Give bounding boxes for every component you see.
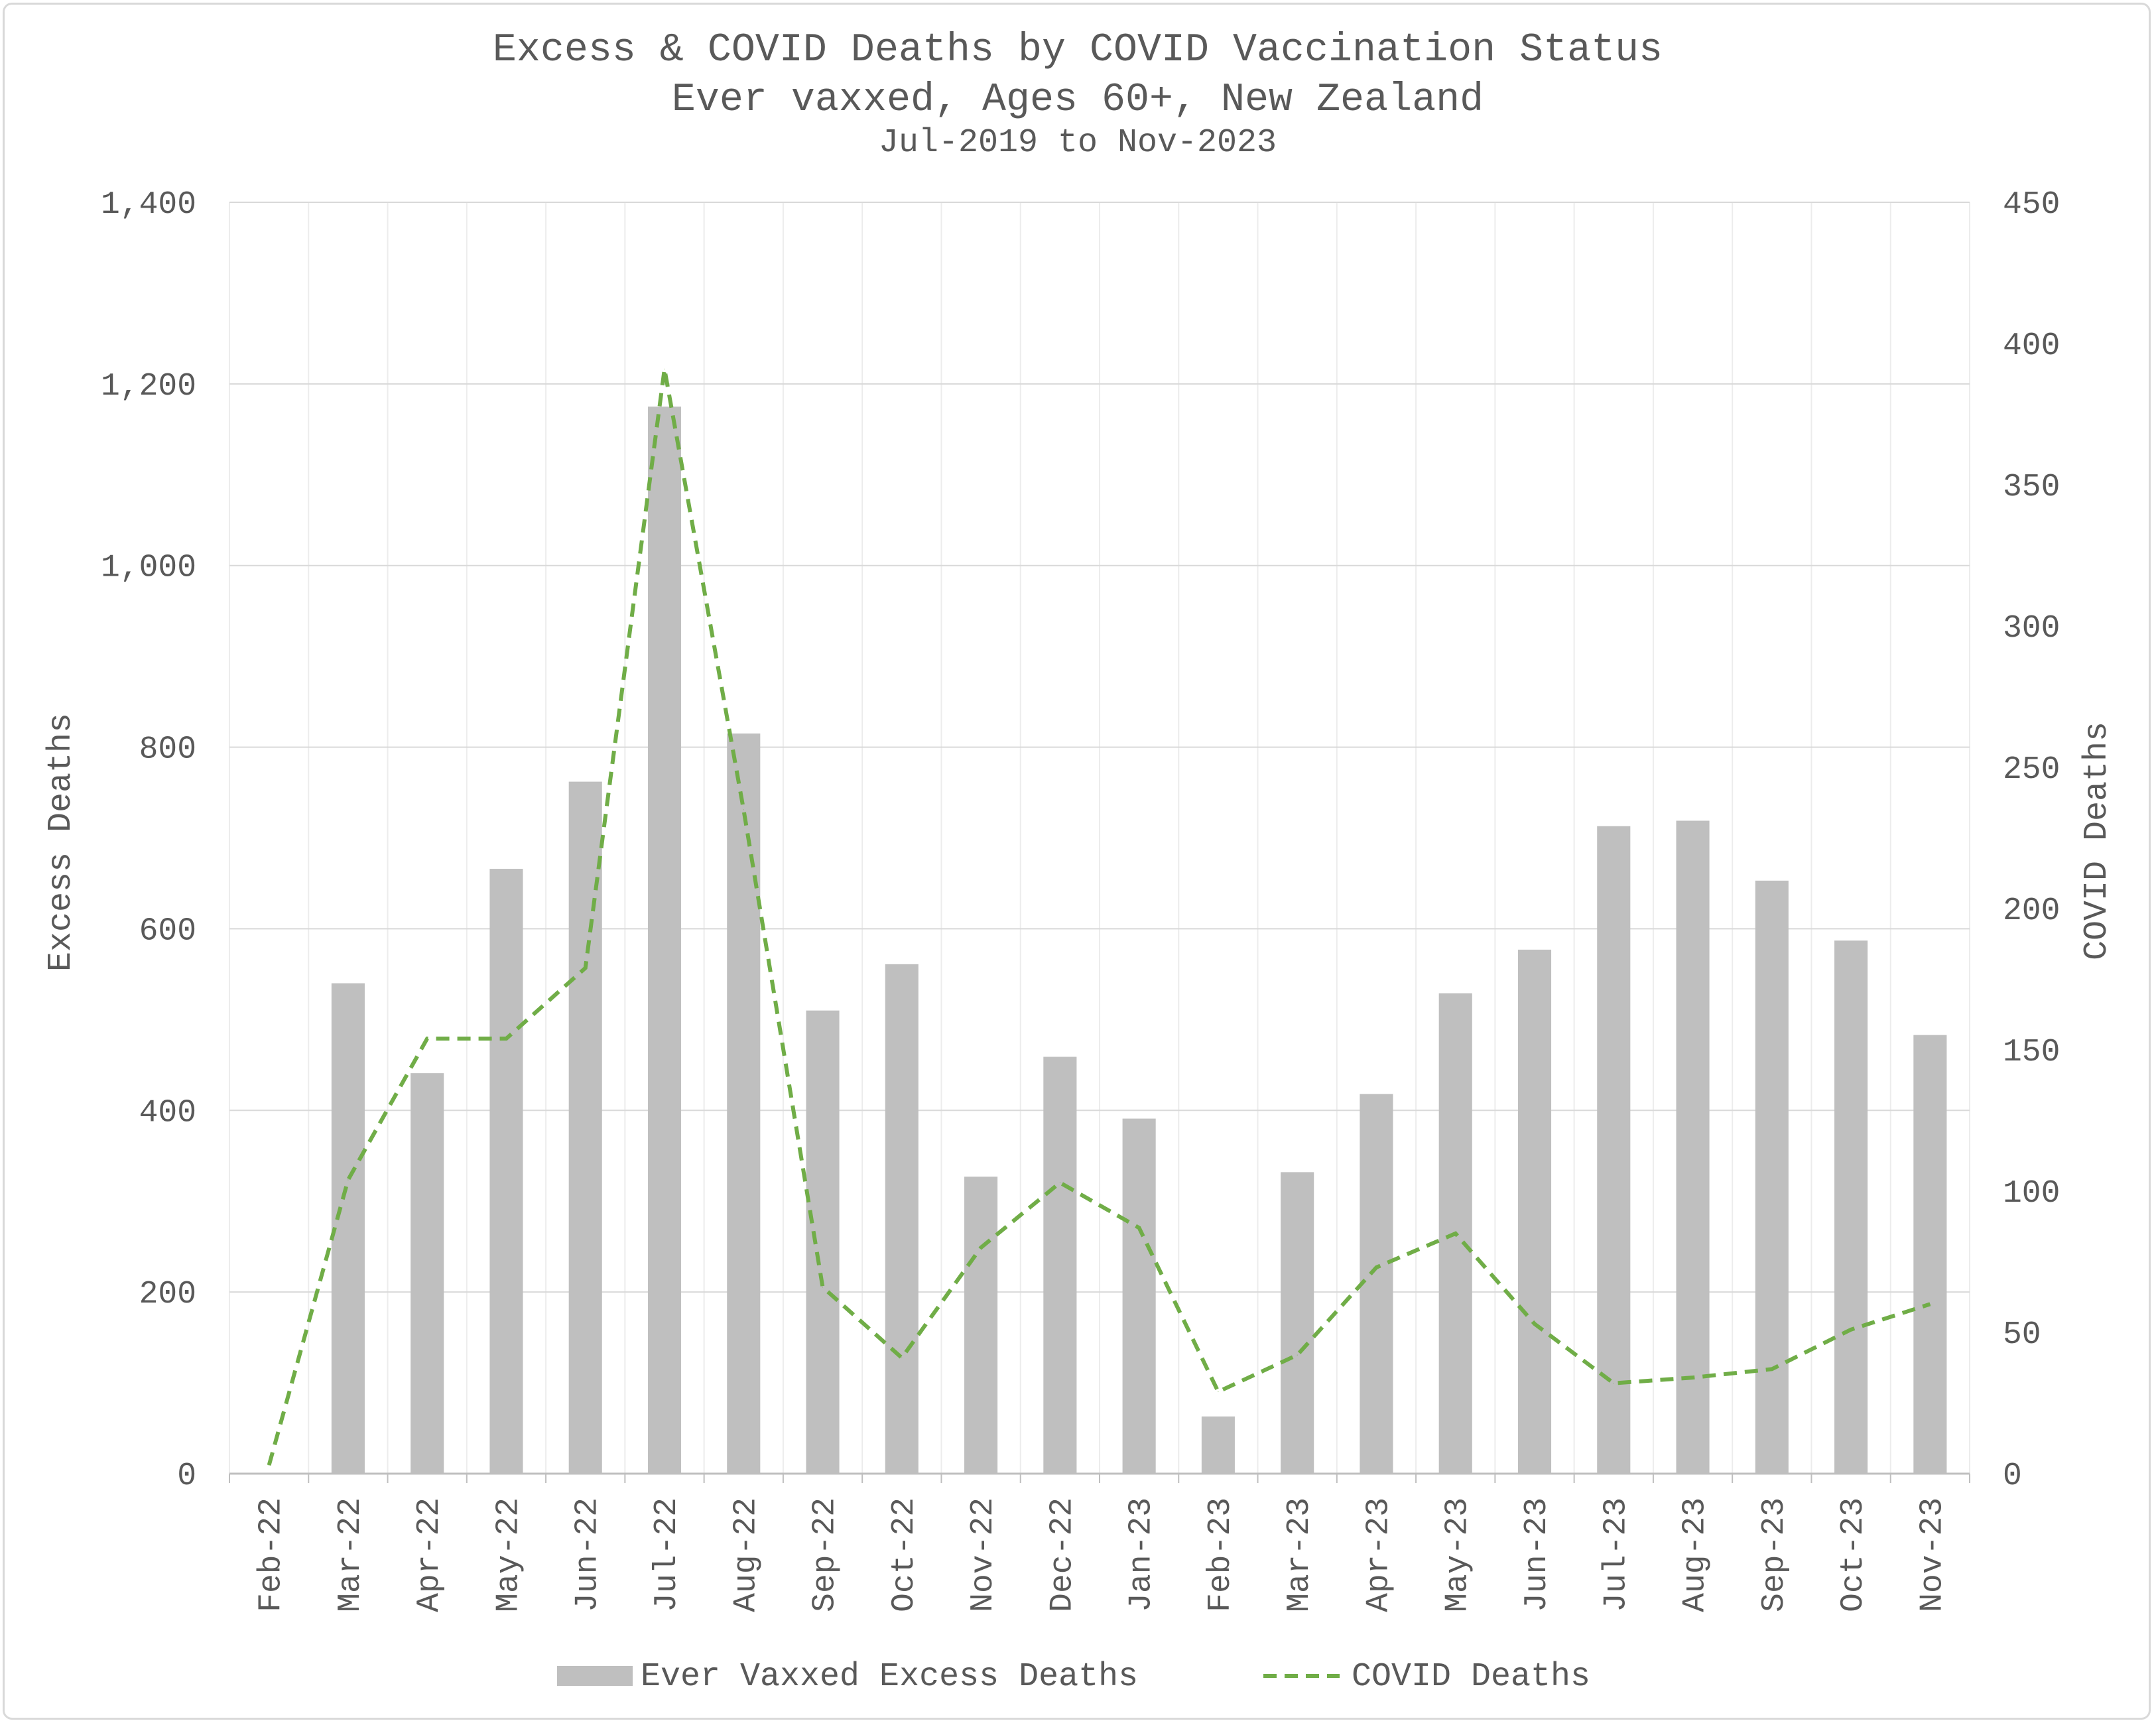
line-point-Aug-22 (743, 809, 744, 810)
y2-tick-label: 350 (2003, 470, 2060, 505)
line-point-May-22 (505, 1038, 507, 1039)
line-point-Nov-23 (1929, 1303, 1931, 1305)
bar-Feb-23 (1201, 1416, 1235, 1474)
line-point-Aug-23 (1692, 1377, 1694, 1378)
y-tick-label: 1,000 (101, 550, 196, 586)
x-tick-label: Jul-23 (1598, 1498, 1634, 1612)
line-point-Mar-23 (1297, 1354, 1298, 1356)
x-tick-label: Jun-22 (570, 1498, 606, 1612)
x-tick-label: Apr-22 (412, 1498, 448, 1612)
x-tick-label: Aug-22 (728, 1498, 764, 1612)
bar-Dec-22 (1043, 1056, 1077, 1474)
x-tick-label: Feb-23 (1203, 1498, 1239, 1612)
x-tick-label: Jun-23 (1519, 1498, 1555, 1612)
y2-axis-title: COVID Deaths (2078, 722, 2116, 960)
bar-Jan-23 (1122, 1118, 1156, 1474)
bar-Aug-22 (727, 734, 761, 1474)
bar-May-22 (489, 869, 523, 1474)
x-tick-label: Jan-23 (1124, 1498, 1160, 1612)
x-tick-label: Nov-23 (1915, 1498, 1950, 1612)
y2-tick-label: 100 (2003, 1176, 2060, 1212)
legend-line-label: COVID Deaths (1352, 1658, 1590, 1696)
bar-Oct-22 (885, 964, 919, 1474)
line-point-Apr-22 (426, 1038, 428, 1039)
bar-Jun-22 (568, 781, 602, 1474)
line-series (267, 368, 1931, 1466)
y2-tick-label: 400 (2003, 328, 2060, 364)
x-tick-label: Mar-22 (333, 1498, 369, 1612)
chart-subtitle: Ever vaxxed, Ages 60+, New Zealand (672, 78, 1484, 123)
x-tick-label: Sep-23 (1757, 1498, 1793, 1612)
line-point-May-23 (1455, 1233, 1456, 1234)
bar-Oct-23 (1834, 940, 1868, 1474)
legend-bar-label: Ever Vaxxed Excess Deaths (641, 1658, 1138, 1696)
x-tick-label: May-23 (1440, 1498, 1476, 1612)
bar-Nov-23 (1913, 1035, 1947, 1474)
bar-series (331, 407, 1947, 1474)
x-tick-label: Oct-22 (887, 1498, 922, 1612)
legend-bar-swatch (557, 1666, 633, 1686)
y2-tick-label: 450 (2003, 187, 2060, 223)
y-axis-title: Excess Deaths (42, 713, 80, 972)
x-tick-label: May-22 (491, 1498, 527, 1612)
x-tick-label: Feb-22 (254, 1498, 290, 1612)
x-tick-label: Jul-22 (649, 1498, 685, 1612)
line-point-Apr-23 (1375, 1267, 1377, 1268)
x-axis-ticks: Feb-22 Mar-22 Apr-22 May-22 Jun-22 Jul-22 Aug-… (254, 1498, 1951, 1612)
y-tick-label: 0 (177, 1458, 196, 1494)
bar-Apr-22 (411, 1073, 444, 1474)
chart-title: Excess & COVID Deaths by COVID Vaccinati… (493, 28, 1663, 73)
y-tick-label: 800 (139, 732, 196, 768)
x-tick-label: Sep-22 (808, 1498, 844, 1612)
y-tick-label: 400 (139, 1095, 196, 1131)
line-point-Nov-22 (980, 1247, 982, 1248)
line-point-Oct-23 (1850, 1329, 1852, 1330)
x-tick-label: Dec-22 (1045, 1498, 1080, 1612)
bar-Mar-23 (1281, 1172, 1314, 1474)
x-tick-label: Aug-23 (1678, 1498, 1714, 1612)
x-tick-label: Oct-23 (1836, 1498, 1871, 1612)
y-tick-label: 200 (139, 1277, 196, 1312)
line-point-Sep-23 (1771, 1368, 1773, 1370)
y-tick-label: 600 (139, 913, 196, 949)
left-axis-ticks: 0 200 400 600 800 1,000 1,200 1,400 (101, 187, 196, 1494)
x-tick-label: Mar-23 (1282, 1498, 1318, 1612)
bar-Nov-22 (964, 1177, 998, 1474)
y2-tick-label: 0 (2003, 1458, 2022, 1494)
covid-deaths-line (267, 368, 1931, 1466)
y2-tick-label: 300 (2003, 611, 2060, 647)
bar-Apr-23 (1360, 1094, 1393, 1474)
x-tick-label: Nov-22 (966, 1498, 1001, 1612)
x-tick-label: Apr-23 (1361, 1498, 1397, 1612)
bar-Jul-23 (1597, 826, 1631, 1474)
legend: Ever Vaxxed Excess Deaths COVID Deaths (557, 1658, 1590, 1696)
y2-tick-label: 50 (2003, 1317, 2041, 1353)
bar-Jul-22 (647, 407, 682, 1474)
chart-date-range: Jul-2019 to Nov-2023 (879, 124, 1277, 162)
y2-tick-label: 200 (2003, 893, 2060, 929)
y-tick-label: 1,400 (101, 187, 196, 223)
y2-tick-label: 250 (2003, 752, 2060, 788)
bar-Mar-22 (331, 983, 365, 1474)
bar-Jun-23 (1517, 949, 1552, 1474)
bar-Aug-23 (1676, 820, 1710, 1474)
y2-tick-label: 150 (2003, 1035, 2060, 1070)
bar-Sep-23 (1755, 880, 1789, 1474)
y-tick-label: 1,200 (101, 369, 196, 405)
bar-Sep-22 (806, 1010, 840, 1474)
right-axis-ticks: 0 50 100 150 200 250 300 350 400 450 (2003, 187, 2060, 1494)
